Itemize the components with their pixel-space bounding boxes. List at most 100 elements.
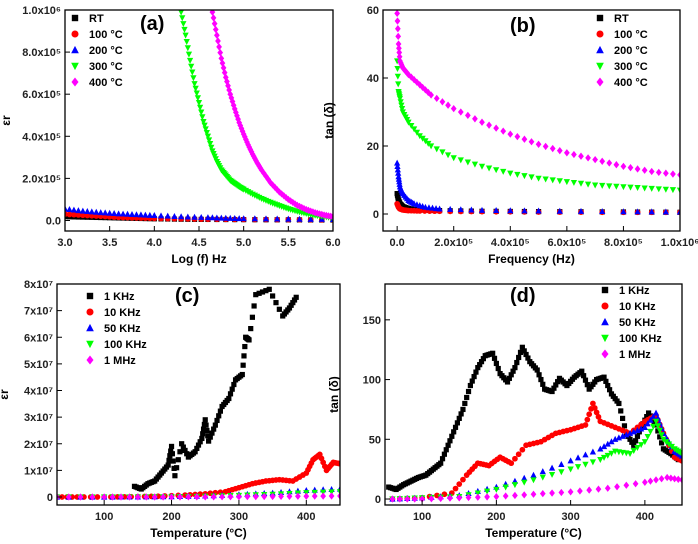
- data-point: [614, 483, 620, 491]
- data-point: [260, 169, 267, 177]
- data-point: [648, 167, 655, 176]
- y-tick-label: 50: [369, 434, 381, 446]
- data-point: [106, 209, 113, 216]
- data-point: [252, 492, 259, 501]
- data-point: [589, 448, 597, 455]
- x-axis-label: Temperature (°C): [150, 526, 247, 540]
- data-point: [216, 43, 222, 51]
- data-point: [234, 112, 240, 120]
- data-point: [269, 492, 276, 501]
- data-point: [195, 442, 202, 448]
- panel-d: 100 200 300 400 0 50 100 150 Temperature (°C) tan…: [327, 283, 683, 540]
- data-point: [303, 492, 310, 500]
- data-point: [66, 206, 73, 213]
- series-c-4: [57, 492, 340, 501]
- data-point: [582, 461, 589, 468]
- data-point: [263, 172, 269, 180]
- legend-label: 200 °C: [614, 45, 648, 57]
- legend-d: 1 KHz 10 KHz 50 KHz 100 KHz 1 MHz: [601, 285, 662, 361]
- data-point: [616, 400, 622, 407]
- data-point: [586, 411, 593, 418]
- data-point: [205, 137, 213, 144]
- data-point: [570, 179, 578, 186]
- data-point: [604, 484, 611, 492]
- data-point: [164, 212, 171, 219]
- data-point: [445, 442, 451, 448]
- data-point: [634, 433, 641, 439]
- x-tick-label: 100: [95, 511, 113, 523]
- legend-marker: [71, 62, 79, 71]
- series-a-3: [178, 10, 333, 222]
- data-point: [320, 492, 327, 500]
- data-point: [464, 159, 471, 166]
- data-point: [194, 95, 202, 102]
- data-point: [464, 111, 471, 120]
- data-point: [198, 213, 205, 220]
- series-d-0: [386, 344, 681, 493]
- data-point: [79, 207, 86, 214]
- data-point: [490, 350, 496, 356]
- data-point: [124, 210, 131, 217]
- data-point: [539, 474, 546, 481]
- data-point: [168, 448, 174, 454]
- panel-b: 0.0 2.0x10⁵ 4.0x10⁵ 6.0x10⁵ 8.0x10⁵ 1.0x10⁶ 0 2…: [322, 5, 698, 266]
- data-point: [581, 373, 587, 379]
- data-point: [540, 381, 546, 387]
- data-point: [465, 493, 472, 502]
- data-point: [394, 66, 401, 73]
- data-point: [410, 126, 418, 133]
- data-point: [199, 435, 205, 442]
- data-point: [493, 486, 500, 493]
- data-point: [601, 374, 607, 380]
- data-point: [193, 90, 200, 97]
- data-point: [558, 488, 565, 497]
- data-point: [630, 448, 637, 455]
- data-point: [528, 174, 535, 181]
- data-point: [248, 325, 254, 332]
- data-point: [648, 185, 655, 192]
- data-point: [259, 289, 266, 295]
- data-point: [652, 418, 660, 425]
- data-point: [266, 286, 272, 292]
- data-point: [239, 371, 245, 378]
- data-point: [408, 73, 415, 81]
- data-point: [286, 305, 293, 311]
- data-point: [530, 477, 537, 484]
- data-point: [530, 471, 537, 478]
- data-point: [486, 121, 492, 129]
- data-point: [620, 184, 627, 191]
- y-tick-label: 0: [375, 494, 381, 506]
- data-point: [647, 428, 654, 435]
- y-tick-label: 2.0x10⁵: [22, 173, 61, 185]
- legend-c: 1 KHz 10 KHz 50 KHz 100 KHz 1 MHz: [86, 291, 147, 367]
- axes-frame-b: [382, 9, 681, 232]
- data-point: [456, 415, 462, 421]
- data-point: [457, 206, 464, 213]
- data-point: [195, 100, 203, 106]
- legend-label: 1 KHz: [104, 291, 135, 303]
- data-point: [655, 428, 661, 434]
- data-point: [655, 186, 662, 193]
- data-point: [450, 104, 457, 113]
- data-point: [191, 81, 198, 88]
- legend-marker: [86, 323, 94, 332]
- data-point: [512, 365, 518, 371]
- data-point: [548, 464, 556, 471]
- data-point: [567, 457, 574, 464]
- data-point: [181, 26, 188, 33]
- data-point: [215, 37, 221, 45]
- y-tick-label: 4.0x10⁵: [22, 131, 61, 143]
- data-point: [650, 413, 657, 420]
- data-point: [452, 424, 459, 430]
- data-point: [408, 123, 415, 129]
- data-point: [493, 207, 500, 214]
- data-point: [196, 104, 204, 111]
- data-point: [500, 168, 507, 175]
- data-point: [184, 45, 191, 52]
- y-tick-label: 3x10⁷: [24, 412, 53, 424]
- x-tick-label: 5.0: [236, 237, 251, 249]
- panel-label: (d): [510, 285, 536, 307]
- data-point: [514, 133, 521, 141]
- legend-label: 100 °C: [89, 29, 123, 41]
- data-point: [395, 81, 402, 88]
